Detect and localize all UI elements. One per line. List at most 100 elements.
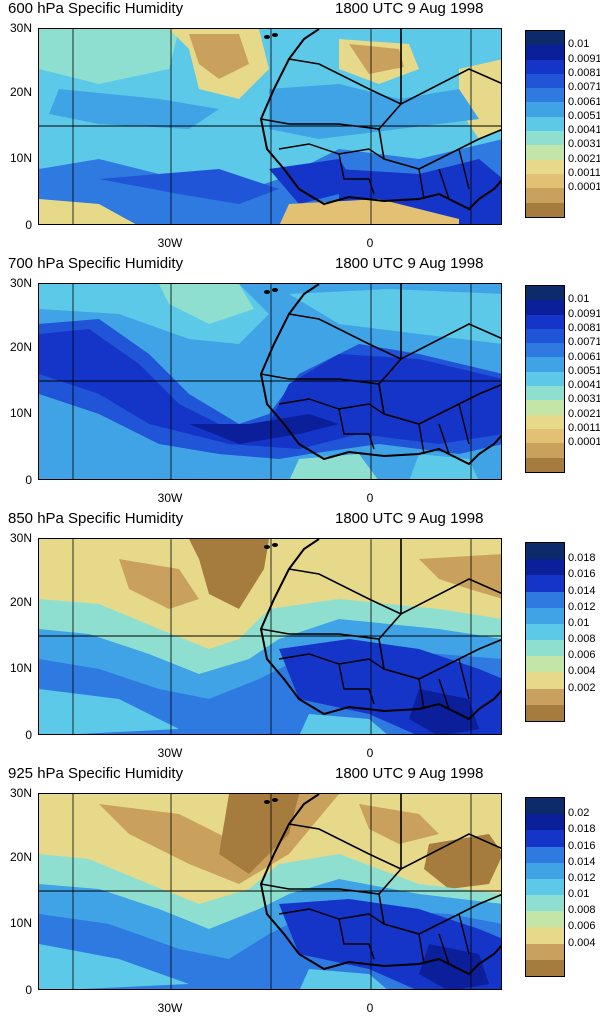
colorbar-label: 0.01 xyxy=(568,38,590,51)
map-panel-850hpa: 850 hPa Specific Humidity 1800 UTC 9 Aug… xyxy=(0,510,600,765)
colorbar-swatch xyxy=(526,328,564,344)
colorbar-swatch xyxy=(526,575,564,592)
colorbar-label: 0.0041 xyxy=(568,124,600,137)
y-tick-label: 10N xyxy=(9,151,32,165)
x-tick-label: 30W xyxy=(157,491,183,505)
colorbar-label: 0.0001 xyxy=(568,181,600,194)
colorbar-swatch xyxy=(526,798,564,815)
colorbar-swatch xyxy=(526,543,564,560)
colorbar-swatch xyxy=(526,45,564,60)
colorbar-swatch xyxy=(526,895,564,912)
y-tick-label: 20N xyxy=(9,85,32,99)
colorbar-swatch xyxy=(526,943,564,960)
colorbar-swatch xyxy=(526,59,564,74)
y-tick-label: 0 xyxy=(25,473,32,487)
colorbar-label: 0.0031 xyxy=(568,138,600,151)
colorbar xyxy=(525,542,565,722)
y-tick-label: 0 xyxy=(25,218,32,232)
colorbar-swatch xyxy=(526,286,564,301)
colorbar-swatch xyxy=(526,640,564,657)
x-tick-label: 0 xyxy=(366,236,374,250)
colorbar-label: 0.0001 xyxy=(568,436,600,449)
colorbar-label: 0.004 xyxy=(568,936,596,949)
y-tick-label: 20N xyxy=(9,850,32,864)
y-tick-label: 10N xyxy=(9,661,32,675)
colorbar-label: 0.0051 xyxy=(568,364,600,377)
colorbar-swatch xyxy=(526,688,564,705)
colorbar-swatch xyxy=(526,672,564,689)
colorbar-label: 0.0051 xyxy=(568,109,600,122)
panel-time: 1800 UTC 9 Aug 1998 xyxy=(335,510,484,527)
colorbar-swatch xyxy=(526,300,564,315)
colorbar-label: 0.018 xyxy=(568,552,596,565)
colorbar-swatch xyxy=(526,862,564,879)
y-tick-label: 30N xyxy=(9,531,32,545)
colorbar-label: 0.0091 xyxy=(568,307,600,320)
colorbar-label: 0.0091 xyxy=(568,52,600,65)
colorbar-swatch xyxy=(526,314,564,329)
colorbar-swatch xyxy=(526,428,564,444)
colorbar-label: 0.0011 xyxy=(568,167,600,180)
colorbar-label: 0.0081 xyxy=(568,321,600,334)
y-tick-label: 20N xyxy=(9,595,32,609)
panel-title: 925 hPa Specific Humidity xyxy=(8,765,184,782)
panel-title: 600 hPa Specific Humidity xyxy=(8,0,184,17)
humidity-map xyxy=(38,28,502,225)
colorbar-swatch xyxy=(526,343,564,358)
y-tick-label: 10N xyxy=(9,916,32,930)
y-tick-label: 0 xyxy=(25,728,32,742)
colorbar-swatch xyxy=(526,911,564,928)
colorbar-label: 0.0061 xyxy=(568,95,600,108)
colorbar-swatch xyxy=(526,656,564,673)
colorbar-swatch xyxy=(526,202,564,217)
colorbar-label: 0.01 xyxy=(568,616,590,629)
colorbar-label: 0.0021 xyxy=(568,407,600,420)
colorbar-swatch xyxy=(526,607,564,624)
colorbar-label: 0.004 xyxy=(568,665,596,678)
colorbar-swatch xyxy=(526,623,564,641)
y-tick-label: 30N xyxy=(9,786,32,800)
colorbar-swatch xyxy=(526,414,564,429)
colorbar-label: 0.018 xyxy=(568,823,596,836)
colorbar-label: 0.0031 xyxy=(568,393,600,406)
colorbar-label: 0.016 xyxy=(568,839,596,852)
colorbar-label: 0.006 xyxy=(568,649,596,662)
panel-title: 700 hPa Specific Humidity xyxy=(8,255,184,272)
colorbar-swatch xyxy=(526,386,564,401)
colorbar-swatch xyxy=(526,443,564,458)
panel-time: 1800 UTC 9 Aug 1998 xyxy=(335,0,484,17)
x-tick-label: 0 xyxy=(366,1001,374,1015)
colorbar-label: 0.0011 xyxy=(568,422,600,435)
colorbar-label: 0.02 xyxy=(568,807,590,820)
colorbar-swatch xyxy=(526,116,564,132)
colorbar-label: 0.008 xyxy=(568,904,596,917)
map-svg xyxy=(39,29,501,224)
colorbar-swatch xyxy=(526,814,564,831)
humidity-map xyxy=(38,793,502,990)
map-panel-700hpa: 700 hPa Specific Humidity 1800 UTC 9 Aug… xyxy=(0,255,600,510)
colorbar-swatch xyxy=(526,31,564,46)
colorbar-swatch xyxy=(526,878,564,896)
colorbar-swatch xyxy=(526,188,564,203)
panel-time: 1800 UTC 9 Aug 1998 xyxy=(335,255,484,272)
colorbar-swatch xyxy=(526,102,564,117)
colorbar-swatch xyxy=(526,704,564,721)
colorbar-swatch xyxy=(526,559,564,576)
colorbar-swatch xyxy=(526,400,564,415)
colorbar-label: 0.0081 xyxy=(568,66,600,79)
colorbar-swatch xyxy=(526,591,564,608)
y-tick-label: 30N xyxy=(9,21,32,35)
y-tick-label: 30N xyxy=(9,276,32,290)
x-tick-label: 30W xyxy=(157,1001,183,1015)
y-tick-label: 10N xyxy=(9,406,32,420)
x-tick-label: 30W xyxy=(157,236,183,250)
x-tick-label: 0 xyxy=(366,491,374,505)
colorbar-label: 0.0061 xyxy=(568,350,600,363)
colorbar-label: 0.012 xyxy=(568,600,596,613)
colorbar-label: 0.008 xyxy=(568,633,596,646)
colorbar-swatch xyxy=(526,73,564,89)
x-tick-label: 0 xyxy=(366,746,374,760)
colorbar-swatch xyxy=(526,159,564,174)
colorbar-label: 0.006 xyxy=(568,920,596,933)
colorbar-label: 0.002 xyxy=(568,681,596,694)
